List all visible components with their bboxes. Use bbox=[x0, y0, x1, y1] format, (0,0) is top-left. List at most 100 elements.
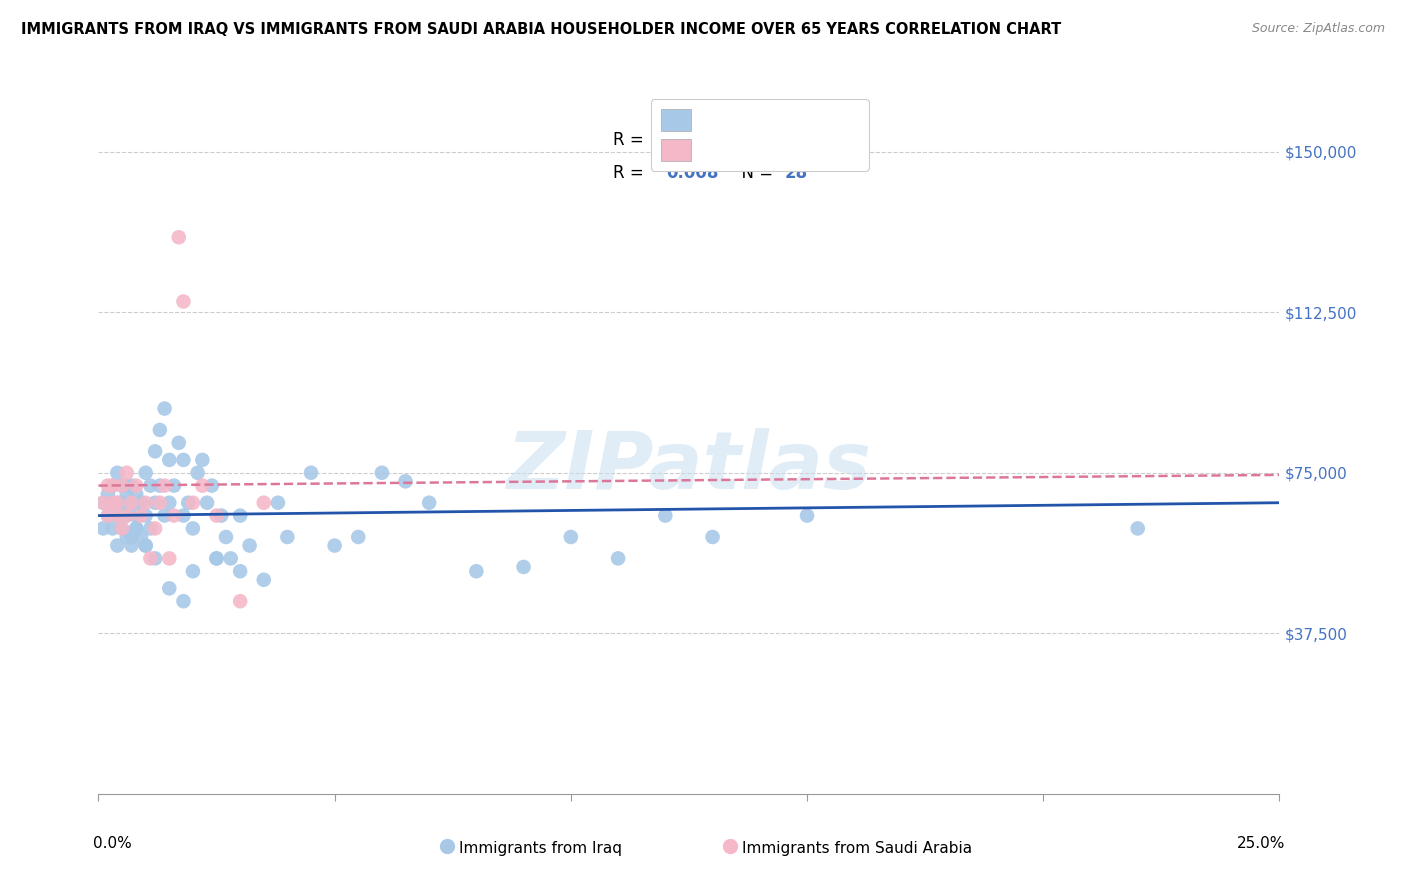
Point bbox=[129, 530, 152, 544]
Point bbox=[172, 294, 194, 309]
Point bbox=[149, 478, 172, 492]
Text: 0.008: 0.008 bbox=[666, 163, 718, 181]
Point bbox=[115, 487, 138, 501]
Point bbox=[97, 508, 120, 523]
Point bbox=[654, 508, 676, 523]
Point bbox=[97, 487, 120, 501]
Point bbox=[105, 466, 128, 480]
Point bbox=[105, 508, 128, 523]
Point bbox=[205, 551, 228, 566]
Point bbox=[181, 496, 204, 510]
Point bbox=[229, 594, 252, 608]
Point bbox=[139, 478, 162, 492]
Point bbox=[121, 530, 143, 544]
Point bbox=[115, 466, 138, 480]
Point bbox=[201, 478, 224, 492]
Point bbox=[125, 521, 148, 535]
Point bbox=[181, 564, 204, 578]
Point bbox=[163, 508, 186, 523]
Point bbox=[195, 496, 218, 510]
Point bbox=[143, 551, 166, 566]
Point bbox=[105, 496, 128, 510]
Point bbox=[121, 496, 143, 510]
Point bbox=[157, 582, 180, 596]
Point bbox=[394, 475, 416, 489]
Point bbox=[172, 594, 194, 608]
Point bbox=[143, 444, 166, 458]
Text: R =: R = bbox=[613, 131, 650, 149]
Point bbox=[153, 401, 176, 416]
Point bbox=[465, 564, 488, 578]
Point bbox=[702, 530, 724, 544]
Point bbox=[157, 453, 180, 467]
Point bbox=[253, 496, 276, 510]
Point bbox=[129, 508, 152, 523]
Text: Source: ZipAtlas.com: Source: ZipAtlas.com bbox=[1251, 22, 1385, 36]
Point bbox=[187, 466, 209, 480]
Point bbox=[323, 539, 346, 553]
Point bbox=[229, 564, 252, 578]
Point bbox=[97, 508, 120, 523]
Text: 0.0%: 0.0% bbox=[93, 836, 131, 851]
Point bbox=[91, 521, 114, 535]
Point bbox=[191, 478, 214, 492]
Point bbox=[129, 496, 152, 510]
Text: Immigrants from Iraq: Immigrants from Iraq bbox=[458, 841, 621, 856]
Point bbox=[135, 539, 157, 553]
Point bbox=[101, 478, 124, 492]
Point bbox=[191, 453, 214, 467]
Point bbox=[111, 496, 134, 510]
Point bbox=[177, 496, 200, 510]
Text: N =: N = bbox=[731, 131, 779, 149]
Point bbox=[229, 508, 252, 523]
Text: ZIPatlas: ZIPatlas bbox=[506, 428, 872, 506]
Point bbox=[172, 453, 194, 467]
Point bbox=[253, 573, 276, 587]
Point bbox=[91, 496, 114, 510]
Point bbox=[149, 423, 172, 437]
Point bbox=[105, 539, 128, 553]
Point bbox=[153, 508, 176, 523]
Point bbox=[91, 496, 114, 510]
Point bbox=[135, 496, 157, 510]
Point bbox=[115, 478, 138, 492]
Point bbox=[167, 435, 190, 450]
Point bbox=[219, 551, 242, 566]
Point bbox=[149, 496, 172, 510]
Point bbox=[239, 539, 262, 553]
Text: 28: 28 bbox=[785, 163, 807, 181]
Point bbox=[125, 508, 148, 523]
Point bbox=[157, 551, 180, 566]
Point bbox=[607, 551, 630, 566]
Point bbox=[111, 521, 134, 535]
Point bbox=[1126, 521, 1149, 535]
Point bbox=[111, 478, 134, 492]
Point bbox=[105, 496, 128, 510]
Point bbox=[111, 508, 134, 523]
Point bbox=[139, 551, 162, 566]
Point bbox=[139, 521, 162, 535]
Point bbox=[205, 551, 228, 566]
Point bbox=[276, 530, 298, 544]
Point bbox=[121, 478, 143, 492]
Point bbox=[135, 539, 157, 553]
Point bbox=[135, 508, 157, 523]
Point bbox=[299, 466, 322, 480]
Point bbox=[115, 508, 138, 523]
Point bbox=[215, 530, 238, 544]
Text: R =: R = bbox=[613, 163, 650, 181]
Point bbox=[418, 496, 440, 510]
Text: Immigrants from Saudi Arabia: Immigrants from Saudi Arabia bbox=[742, 841, 972, 856]
Point bbox=[135, 466, 157, 480]
Point bbox=[181, 521, 204, 535]
Point bbox=[560, 530, 582, 544]
Legend:                               ,                               : , bbox=[651, 100, 869, 170]
Point bbox=[163, 478, 186, 492]
Point bbox=[101, 496, 124, 510]
Text: 83: 83 bbox=[785, 131, 807, 149]
Point bbox=[101, 478, 124, 492]
Text: 25.0%: 25.0% bbox=[1237, 836, 1285, 851]
Point bbox=[512, 560, 534, 574]
Point bbox=[101, 521, 124, 535]
Point bbox=[115, 530, 138, 544]
